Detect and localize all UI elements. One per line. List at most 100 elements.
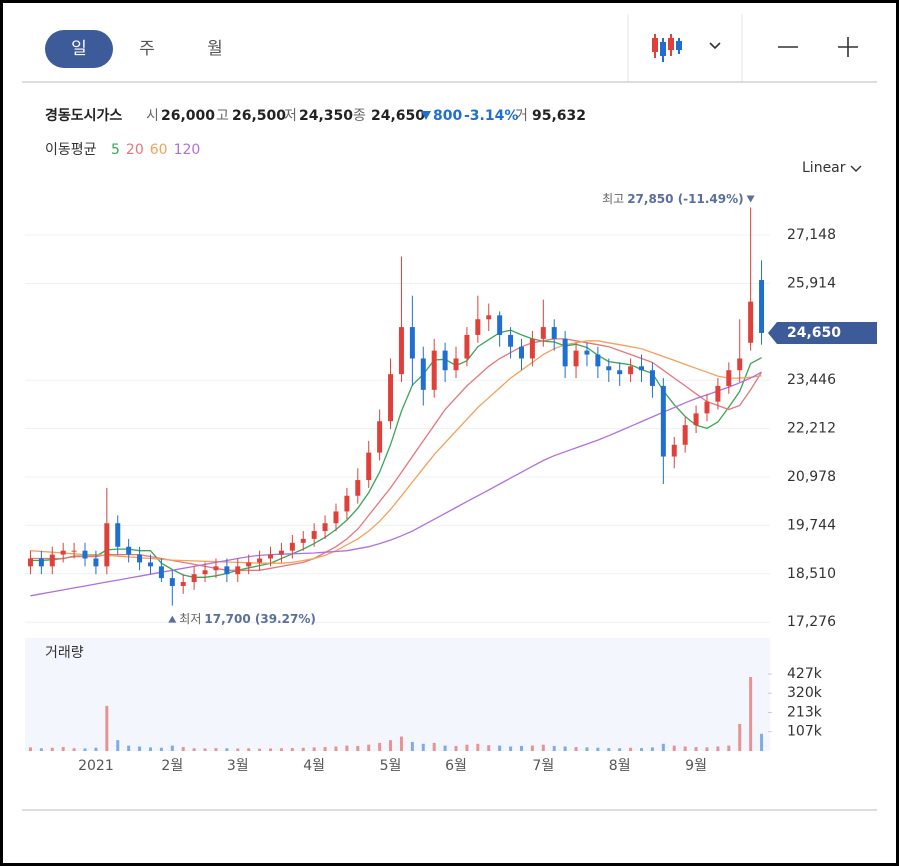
quote-value: 26,000 — [161, 108, 215, 124]
candle-body — [475, 319, 481, 335]
volume-bar — [563, 746, 567, 751]
quote-value: 24,350 — [299, 108, 353, 124]
dropdown-icon[interactable] — [709, 42, 721, 50]
volume-bar — [356, 745, 360, 751]
candle-body — [759, 280, 765, 333]
candle-body — [442, 350, 448, 371]
y-tick-label: 23,446 — [787, 372, 836, 388]
max-marker — [746, 195, 755, 203]
price-badge-label: 24,650 — [787, 325, 841, 341]
volume-bar — [192, 748, 196, 751]
candle-body — [398, 327, 404, 375]
x-tick-label: 2월 — [161, 758, 183, 774]
volume-tick-label: 107k — [787, 724, 823, 740]
tab[interactable]: 주 — [139, 39, 155, 59]
volume-panel — [25, 638, 770, 751]
candle-body — [344, 495, 350, 512]
volume-bar — [596, 747, 600, 751]
candle-body — [158, 566, 164, 579]
volume-bar — [94, 747, 98, 751]
volume-bar — [148, 747, 152, 751]
candle-body — [617, 370, 623, 375]
volume-bar — [705, 747, 709, 751]
scale-select[interactable]: Linear — [802, 160, 846, 176]
candle-body — [366, 452, 372, 481]
candle-body — [333, 511, 339, 524]
candle-body — [660, 385, 666, 457]
candle-body — [180, 582, 186, 586]
candle-body — [27, 558, 33, 567]
y-tick-label: 18,510 — [787, 566, 836, 582]
candle-body — [213, 566, 219, 571]
candle-body — [693, 413, 699, 426]
min-value: 17,700 (39.27%) — [204, 612, 315, 626]
candle-body — [409, 327, 415, 359]
quote-value: 26,500 — [232, 108, 286, 124]
x-tick-label: 4월 — [303, 758, 325, 774]
volume-label: 거래량 — [45, 645, 84, 661]
tab[interactable]: 월 — [207, 39, 223, 59]
volume-bar — [345, 745, 349, 751]
volume-bar — [694, 747, 698, 751]
candle-body — [388, 374, 394, 422]
tab[interactable]: 일 — [71, 39, 87, 59]
chart-type-icon[interactable] — [652, 34, 682, 62]
moving-average — [30, 338, 763, 571]
x-tick-label: 3월 — [227, 758, 249, 774]
max-label: 최고 — [602, 192, 624, 206]
volume-bar — [683, 746, 687, 751]
ma-legend: 20 — [126, 142, 144, 158]
candle-body — [540, 327, 546, 339]
x-tick-label: 9월 — [685, 758, 707, 774]
candle-body — [562, 338, 568, 367]
candle-body — [748, 301, 754, 343]
volume-bar — [269, 748, 273, 751]
candle-body — [682, 425, 688, 445]
volume-bar — [487, 745, 491, 751]
candle-body — [671, 444, 677, 457]
y-tick-label: 17,276 — [787, 614, 836, 630]
volume-bar — [498, 745, 502, 751]
moving-average — [30, 371, 762, 597]
quote-label: 종 — [353, 108, 366, 124]
candle-body — [486, 315, 492, 320]
candle-body — [584, 350, 590, 355]
tab-active[interactable] — [45, 30, 113, 68]
candle-body — [573, 350, 579, 367]
candle-body — [628, 366, 634, 375]
volume-bar — [672, 745, 676, 751]
volume-bar — [159, 747, 163, 751]
volume-bar — [389, 740, 393, 751]
moving-average — [30, 340, 762, 564]
candle-body — [115, 523, 121, 547]
volume-bar — [552, 745, 556, 751]
dropdown-icon[interactable] — [850, 165, 862, 172]
quote-value: 24,650 — [371, 108, 425, 124]
candle-body — [497, 315, 503, 335]
quote-label: 시 — [146, 108, 159, 124]
quote-value: 95,632 — [532, 108, 586, 124]
candle-body — [71, 550, 77, 552]
zoom-in[interactable] — [838, 37, 858, 57]
volume-bar — [574, 747, 578, 751]
volume-bar — [738, 723, 742, 751]
change: 800 — [433, 108, 462, 124]
candle-body — [518, 346, 524, 359]
price-badge — [768, 321, 877, 344]
x-tick-label: 8월 — [609, 758, 631, 774]
x-tick-label: 5월 — [380, 758, 402, 774]
volume-bar — [72, 748, 76, 751]
volume-bar — [454, 745, 458, 751]
volume-bar — [661, 743, 665, 751]
min-label: 최저 — [179, 612, 201, 626]
stock-name: 경동도시가스 — [45, 107, 122, 124]
volume-bar — [618, 748, 622, 751]
volume-bar — [214, 748, 218, 751]
volume-bar — [105, 705, 109, 751]
candle-body — [38, 558, 44, 567]
candle-body — [224, 566, 230, 575]
y-tick-label: 20,978 — [787, 469, 836, 485]
volume-bar — [421, 743, 425, 751]
candle-body — [104, 523, 110, 567]
x-tick-label: 2021 — [78, 758, 114, 774]
